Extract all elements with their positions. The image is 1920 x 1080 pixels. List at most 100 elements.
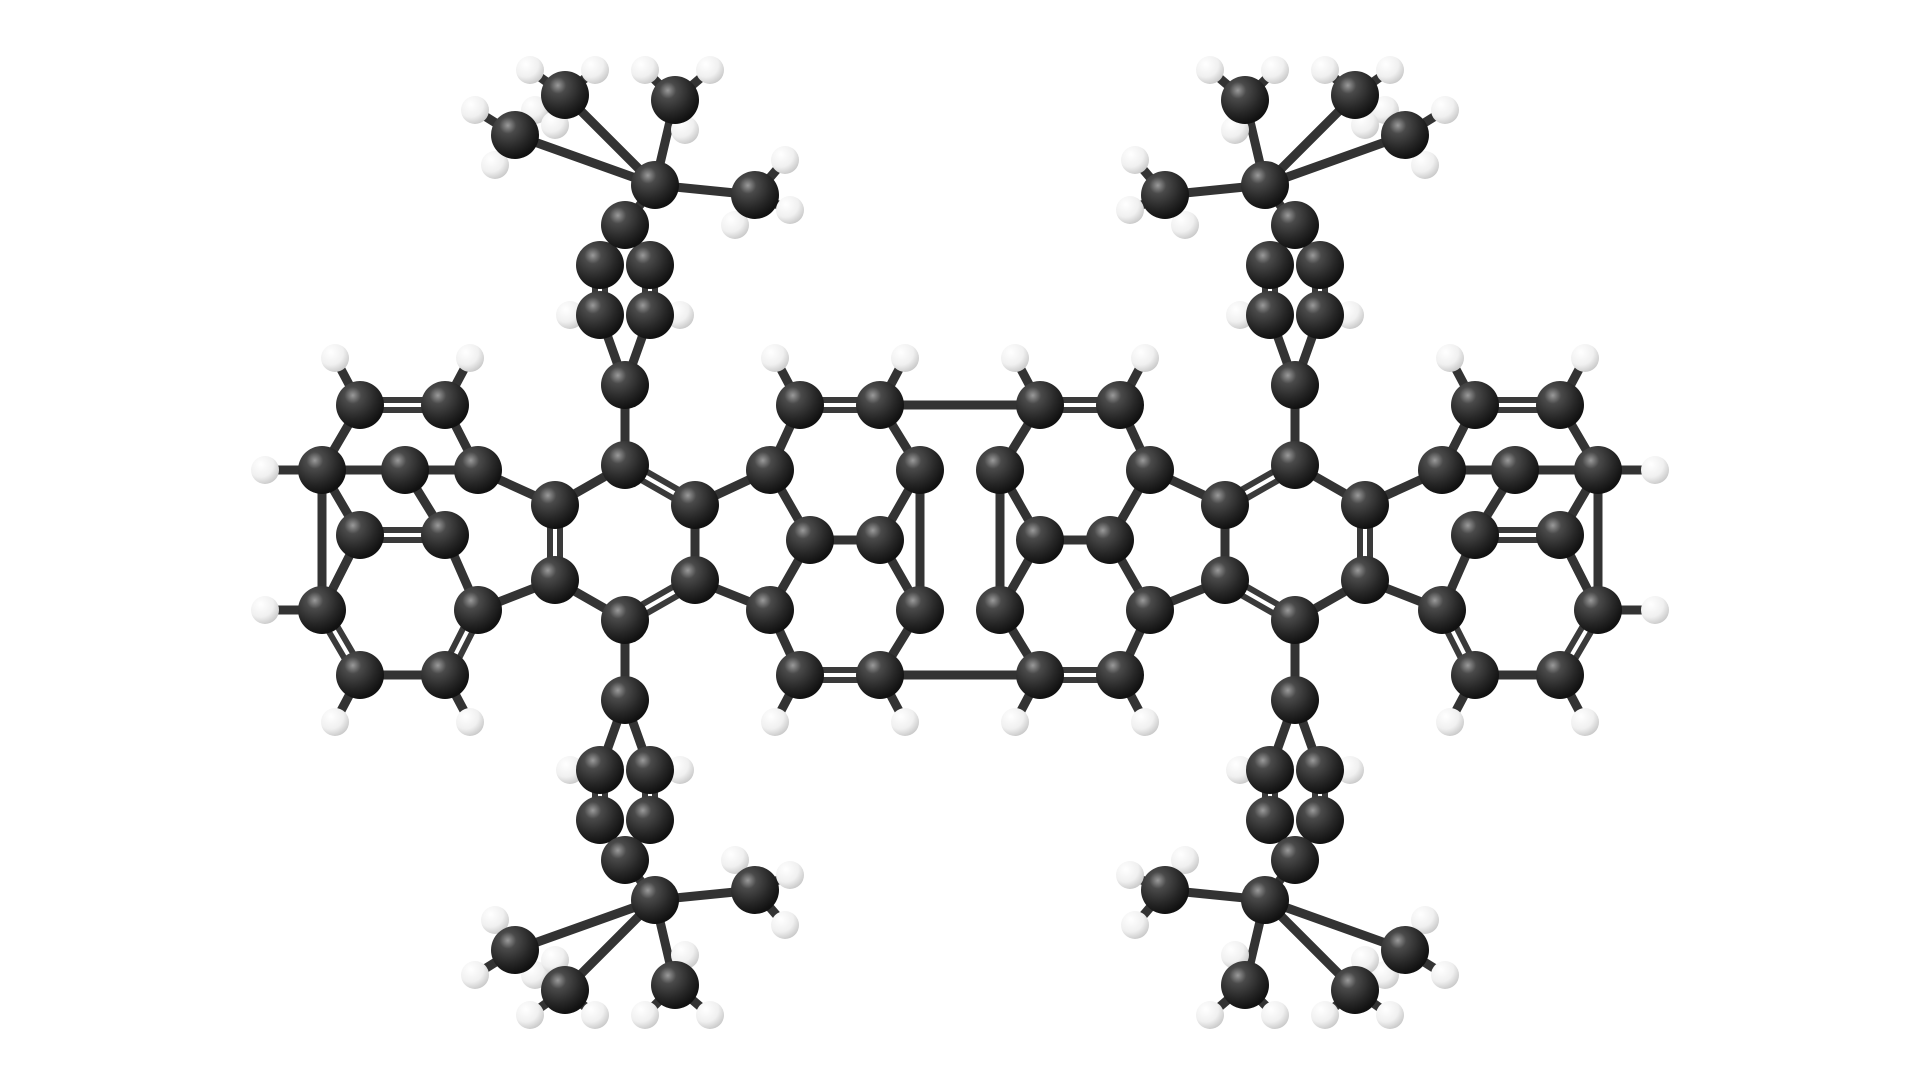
hydrogen-atom <box>556 301 584 329</box>
carbon-atom <box>1241 161 1289 209</box>
hydrogen-atom <box>1171 211 1199 239</box>
carbon-atom <box>856 516 904 564</box>
hydrogen-atom <box>461 961 489 989</box>
hydrogen-atom <box>1261 56 1289 84</box>
carbon-atom <box>601 201 649 249</box>
bond <box>1260 895 1410 955</box>
carbon-atom <box>896 446 944 494</box>
hydrogen-atom <box>581 56 609 84</box>
carbon-atom <box>1271 361 1319 409</box>
hydrogen-atom <box>666 756 694 784</box>
carbon-atom <box>776 651 824 699</box>
carbon-atom <box>1096 651 1144 699</box>
carbon-atom <box>576 796 624 844</box>
carbon-atom <box>1451 651 1499 699</box>
hydrogen-atom <box>761 344 789 372</box>
carbon-atom <box>531 556 579 604</box>
carbon-atom <box>626 746 674 794</box>
hydrogen-atom <box>1196 1001 1224 1029</box>
hydrogen-atom <box>1376 1001 1404 1029</box>
carbon-atom <box>786 516 834 564</box>
carbon-atom <box>976 446 1024 494</box>
carbon-atom <box>1296 291 1344 339</box>
carbon-atom <box>1341 481 1389 529</box>
carbon-atom <box>531 481 579 529</box>
carbon-atom <box>1536 381 1584 429</box>
hydrogen-atom <box>1431 961 1459 989</box>
carbon-atom <box>421 381 469 429</box>
hydrogen-atom <box>1131 708 1159 736</box>
carbon-atom <box>454 586 502 634</box>
hydrogen-atom <box>771 911 799 939</box>
carbon-atom <box>631 161 679 209</box>
carbon-atom <box>1381 926 1429 974</box>
carbon-atom <box>626 291 674 339</box>
hydrogen-atom <box>1001 344 1029 372</box>
hydrogen-atom <box>891 708 919 736</box>
hydrogen-atom <box>1411 906 1439 934</box>
carbon-atom <box>776 381 824 429</box>
carbon-atom <box>651 961 699 1009</box>
carbon-atom <box>576 241 624 289</box>
carbon-atom <box>976 586 1024 634</box>
hydrogen-atom <box>1116 861 1144 889</box>
hydrogen-atom <box>721 846 749 874</box>
hydrogen-atom <box>321 708 349 736</box>
carbon-atom <box>1141 866 1189 914</box>
carbon-atom <box>1296 241 1344 289</box>
hydrogen-atom <box>1436 708 1464 736</box>
hydrogen-atom <box>1641 596 1669 624</box>
carbon-atom <box>454 446 502 494</box>
hydrogen-atom <box>1411 151 1439 179</box>
hydrogen-atom <box>581 1001 609 1029</box>
hydrogen-atom <box>631 56 659 84</box>
hydrogen-atom <box>516 1001 544 1029</box>
carbon-atom <box>1574 586 1622 634</box>
carbon-atom <box>1536 511 1584 559</box>
carbon-atom <box>1418 586 1466 634</box>
carbon-atom <box>1246 796 1294 844</box>
hydrogen-atom <box>771 146 799 174</box>
hydrogen-atom <box>696 1001 724 1029</box>
carbon-atom <box>1126 586 1174 634</box>
carbon-atom <box>601 676 649 724</box>
carbon-atom <box>1536 651 1584 699</box>
carbon-atom <box>1451 511 1499 559</box>
hydrogen-atom <box>1171 846 1199 874</box>
hydrogen-atom <box>1336 301 1364 329</box>
carbon-atom <box>1246 291 1294 339</box>
carbon-atom <box>1016 516 1064 564</box>
hydrogen-atom <box>1116 196 1144 224</box>
carbon-atom <box>1574 446 1622 494</box>
hydrogen-atom <box>631 1001 659 1029</box>
hydrogen-atom <box>776 196 804 224</box>
carbon-atom <box>1381 111 1429 159</box>
carbon-atom <box>601 441 649 489</box>
carbon-atom <box>298 446 346 494</box>
carbon-atom <box>381 446 429 494</box>
carbon-atom <box>626 796 674 844</box>
carbon-atom <box>1221 76 1269 124</box>
hydrogen-atom <box>1001 708 1029 736</box>
carbon-atom <box>298 586 346 634</box>
carbon-atom <box>1491 446 1539 494</box>
hydrogen-atom <box>891 344 919 372</box>
hydrogen-atom <box>1336 756 1364 784</box>
bond <box>510 130 660 190</box>
carbon-atom <box>541 71 589 119</box>
hydrogen-atom <box>1571 708 1599 736</box>
carbon-atom <box>1418 446 1466 494</box>
hydrogen-atom <box>321 344 349 372</box>
carbon-atom <box>631 876 679 924</box>
carbon-atom <box>1246 241 1294 289</box>
hydrogen-atom <box>666 301 694 329</box>
carbon-atom <box>601 836 649 884</box>
carbon-atom <box>1201 481 1249 529</box>
hydrogen-atom <box>1431 96 1459 124</box>
carbon-atom <box>541 966 589 1014</box>
carbon-atom <box>1016 651 1064 699</box>
bond <box>1260 130 1410 190</box>
hydrogen-atom <box>1131 344 1159 372</box>
carbon-atom <box>1341 556 1389 604</box>
